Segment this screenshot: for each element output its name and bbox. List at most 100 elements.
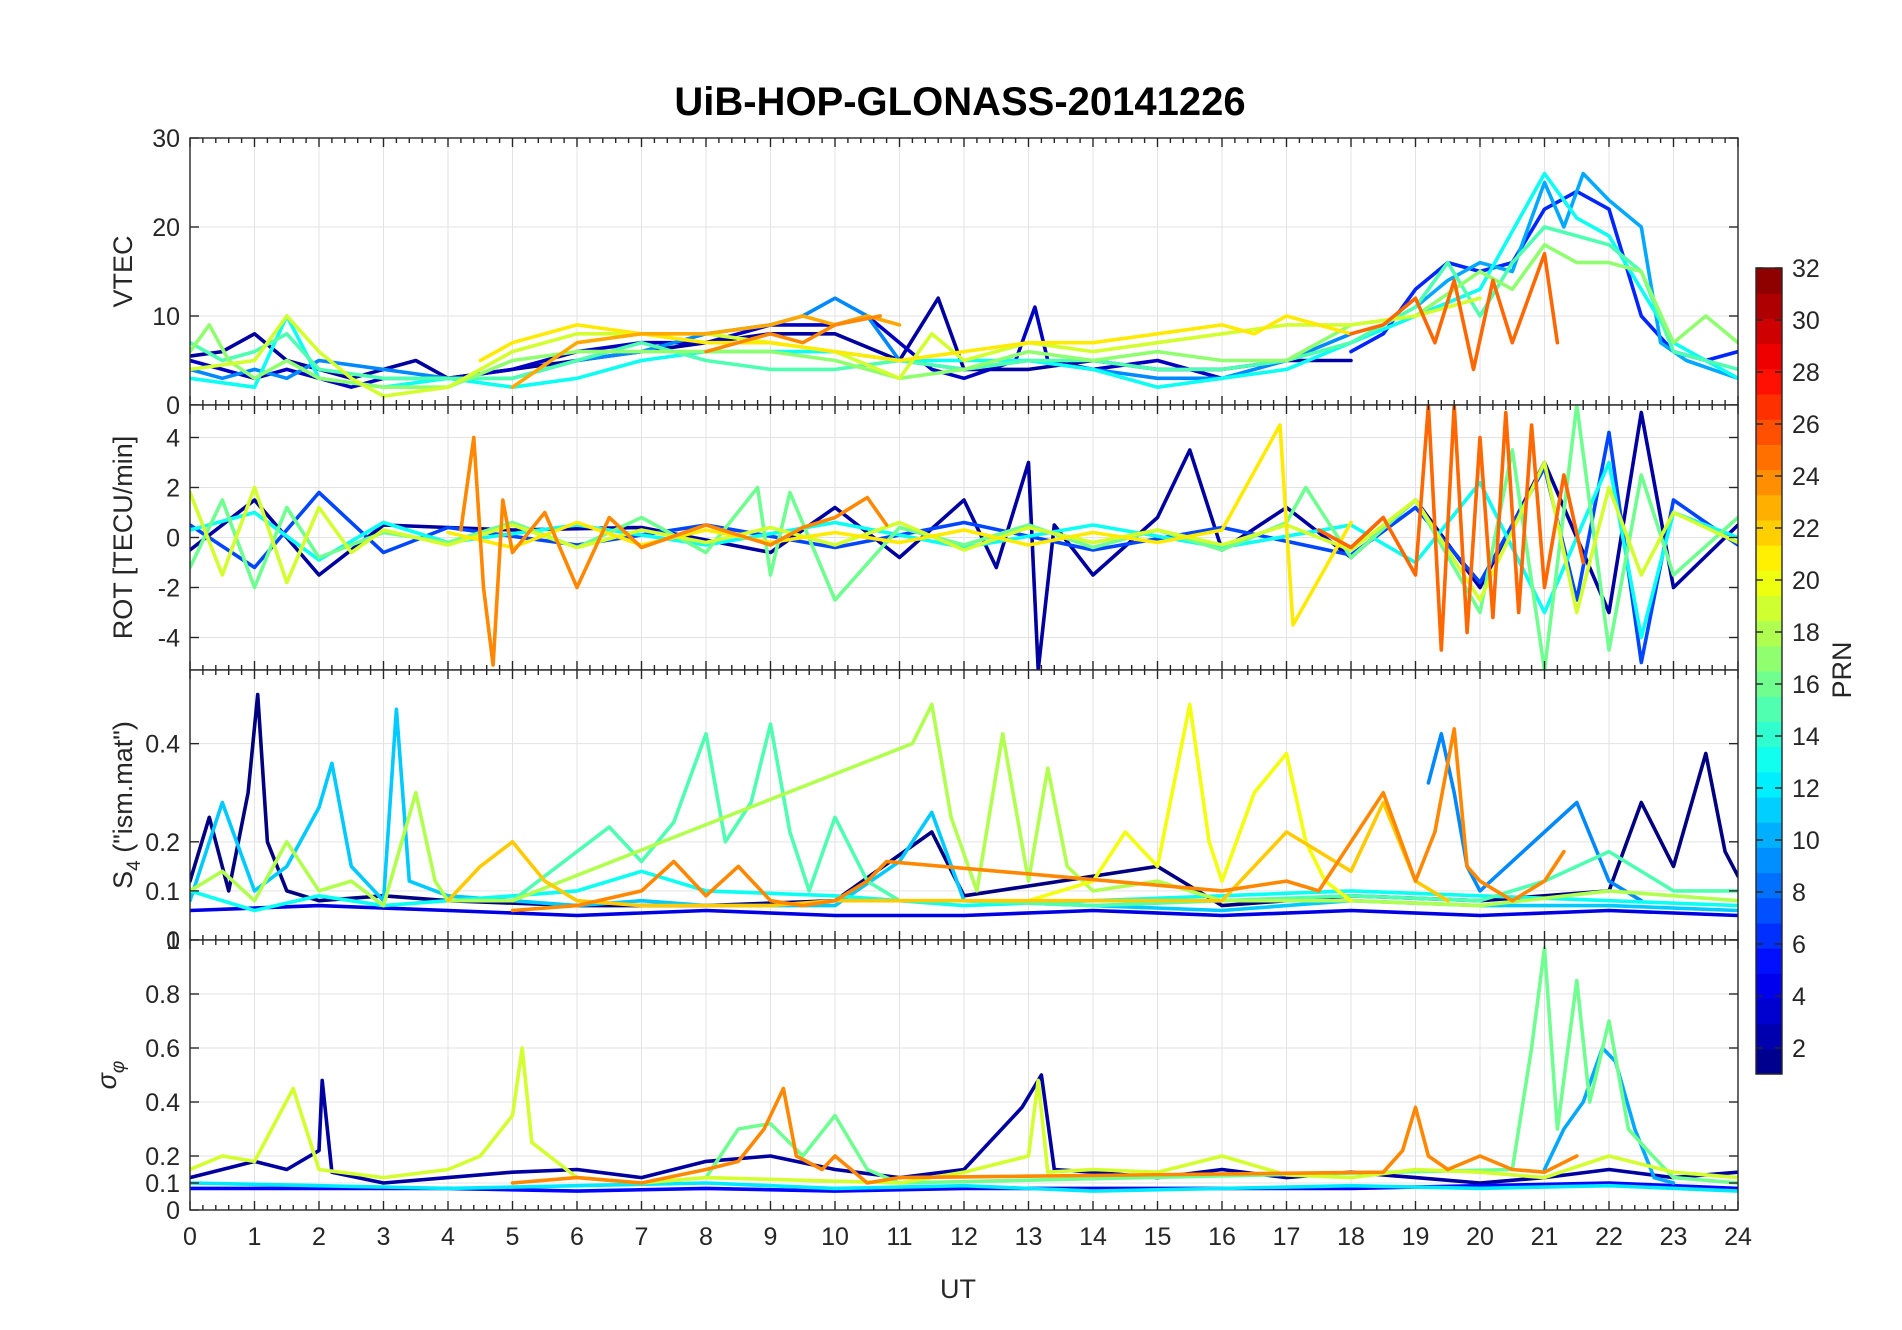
colorbar-segment xyxy=(1756,872,1782,899)
colorbar-tick-label: 28 xyxy=(1792,359,1820,387)
series-line-prn-12 xyxy=(190,1181,1738,1193)
x-tick-label: 7 xyxy=(635,1223,649,1251)
colorbar-tick-label: 2 xyxy=(1792,1035,1806,1063)
x-tick-label: 4 xyxy=(441,1223,455,1251)
x-tick-label: 2 xyxy=(312,1223,326,1251)
y-tick-label: 0.2 xyxy=(145,829,180,857)
series-line-prn-25 xyxy=(1317,405,1585,652)
series-line-prn-24 xyxy=(510,727,1566,913)
y-axis-label: S4 ("ism.mat") xyxy=(108,721,145,889)
y-tick-label: 0.2 xyxy=(145,1143,180,1171)
x-tick-label: 13 xyxy=(1015,1223,1043,1251)
x-tick-label: 3 xyxy=(377,1223,391,1251)
x-tick-label: 10 xyxy=(821,1223,849,1251)
x-tick-label: 0 xyxy=(183,1223,197,1251)
series-line-prn-18 xyxy=(190,702,1738,908)
series-line-prn-4 xyxy=(190,903,1738,918)
colorbar-frame xyxy=(1755,267,1783,1075)
series-line-prn-10 xyxy=(1542,1046,1676,1185)
series-line-prn-25 xyxy=(1349,251,1560,372)
colorbar-segment xyxy=(1756,318,1782,345)
y-tick-label: 30 xyxy=(152,125,180,153)
x-tick-label: 12 xyxy=(950,1223,978,1251)
colorbar-tick-label: 4 xyxy=(1792,983,1806,1011)
colorbar-segment xyxy=(1756,998,1782,1025)
colorbar-segment xyxy=(1756,494,1782,521)
colorbar-segment xyxy=(1756,721,1782,748)
colorbar-segment xyxy=(1756,343,1782,370)
series-line-prn-17 xyxy=(190,243,1738,389)
colorbar-segment xyxy=(1756,948,1782,974)
series-line-prn-13 xyxy=(190,869,1738,913)
colorbar-segment xyxy=(1756,897,1782,924)
series-line-prn-22 xyxy=(446,800,1450,908)
y-tick-label: 0.4 xyxy=(145,731,180,759)
y-tick-label: -2 xyxy=(158,575,180,603)
colorbar-tick-label: 30 xyxy=(1792,307,1820,335)
colorbar-segment xyxy=(1756,796,1782,823)
y-tick-label: 0 xyxy=(166,525,180,553)
colorbar-segment xyxy=(1756,444,1782,471)
colorbar-segment xyxy=(1756,268,1782,294)
colorbar-segment xyxy=(1756,645,1782,672)
colorbar-segment xyxy=(1756,696,1782,722)
x-tick-label: 8 xyxy=(699,1223,713,1251)
colorbar-segment xyxy=(1756,822,1782,848)
colorbar-tick-label: 14 xyxy=(1792,723,1820,751)
series-line-prn-7 xyxy=(190,430,1738,665)
colorbar-tick-label: 20 xyxy=(1792,567,1820,595)
x-tick-label: 23 xyxy=(1660,1223,1688,1251)
panel-vtec: 0 10 20 30 VTEC xyxy=(108,125,1739,420)
y-tick-label: 2 xyxy=(166,475,180,503)
x-tick-label: 6 xyxy=(570,1223,584,1251)
series-line-prn-24 xyxy=(704,314,882,354)
colorbar-segment xyxy=(1756,1023,1782,1050)
x-tick-label: 5 xyxy=(506,1223,520,1251)
colorbar-label: PRN xyxy=(1827,641,1857,698)
x-tick-label: 22 xyxy=(1595,1223,1623,1251)
x-tick-label: 1 xyxy=(248,1223,262,1251)
y-tick-label: -4 xyxy=(158,625,180,653)
colorbar-tick-label: 26 xyxy=(1792,411,1820,439)
colorbar-tick-label: 24 xyxy=(1792,463,1820,491)
y-tick-label: 0 xyxy=(166,1197,180,1225)
series-group xyxy=(190,946,1738,1193)
x-tick-label: 24 xyxy=(1724,1223,1752,1251)
colorbar-segment xyxy=(1756,570,1782,597)
series-line-prn-21 xyxy=(446,423,1353,627)
colorbar-segment xyxy=(1756,519,1782,546)
series-line-prn-10 xyxy=(1413,171,1738,381)
y-tick-label: 0.8 xyxy=(145,981,180,1009)
colorbar-segment xyxy=(1756,620,1782,647)
series-group xyxy=(190,405,1738,670)
series-line-prn-15 xyxy=(190,225,1738,381)
y-tick-label: 0.1 xyxy=(145,1170,180,1198)
panel-rot: -4 -2 0 2 4 ROT [TECU/min] xyxy=(108,404,1739,671)
colorbar-tick-label: 18 xyxy=(1792,619,1820,647)
y-axis-label: VTEC xyxy=(108,235,138,307)
y-tick-label: 10 xyxy=(152,303,180,331)
colorbar-tick-label: 12 xyxy=(1792,775,1820,803)
colorbar-tick-label: 10 xyxy=(1792,827,1820,855)
colorbar-tick-label: 16 xyxy=(1792,671,1820,699)
colorbar-segment xyxy=(1756,746,1782,773)
x-tick-label: 14 xyxy=(1079,1223,1107,1251)
colorbar-tick-label: 22 xyxy=(1792,515,1820,543)
colorbar-tick-label: 6 xyxy=(1792,931,1806,959)
x-tick-label: 15 xyxy=(1144,1223,1172,1251)
x-tick-label: 11 xyxy=(887,1223,913,1251)
colorbar-segment xyxy=(1756,419,1782,445)
y-tick-label: 0 xyxy=(166,927,180,955)
x-tick-label: 21 xyxy=(1531,1223,1559,1251)
colorbar-segment xyxy=(1756,393,1782,420)
series-line-prn-13 xyxy=(190,460,1738,640)
x-tick-labels: 0 1 2 3 4 5 6 7 8 9 10 11 12 13 14 15 16 17 18 19 20 21 22 23 24 xyxy=(183,1223,1752,1251)
series-line-prn-24 xyxy=(510,1086,1579,1185)
colorbar-segment xyxy=(1756,469,1782,496)
colorbar-tick-label: 8 xyxy=(1792,879,1806,907)
